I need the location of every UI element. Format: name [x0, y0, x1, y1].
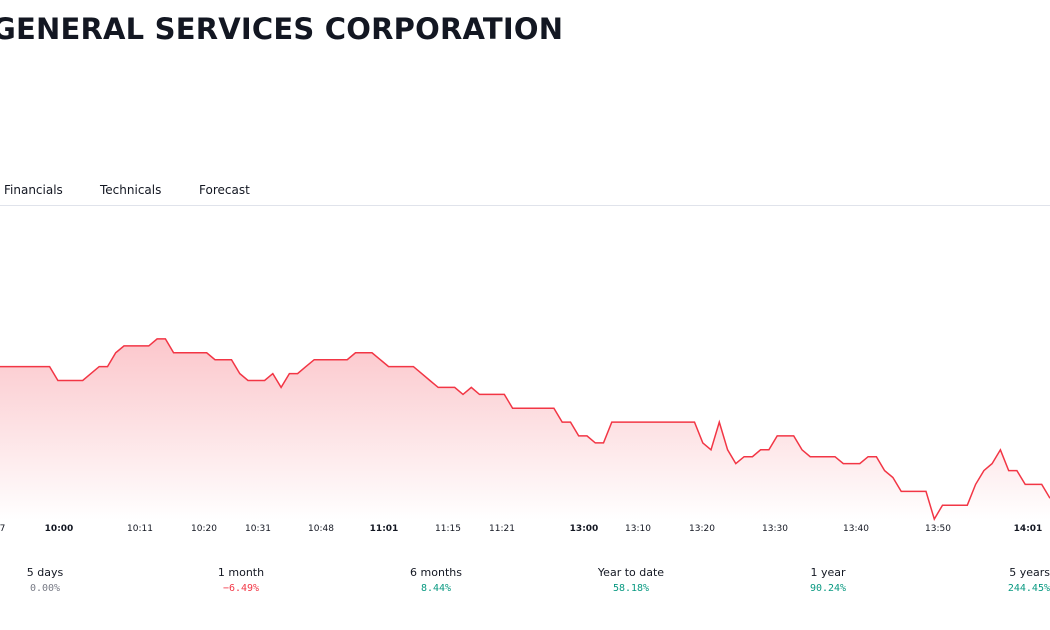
x-tick-label: 10:20 — [191, 524, 217, 534]
x-tick-label: …7 — [0, 524, 5, 534]
tab-financials[interactable]: Financials — [4, 183, 63, 197]
period-change: 58.18% — [612, 583, 650, 594]
x-tick-label: 11:21 — [489, 524, 515, 534]
period-label: Year to date — [597, 566, 665, 579]
x-tick-label: 11:15 — [435, 524, 461, 534]
x-tick-label: 13:20 — [689, 524, 715, 534]
x-tick-label: 10:11 — [127, 524, 153, 534]
period-5-days[interactable]: 5 days 0.00% — [0, 566, 105, 594]
price-line — [0, 338, 1050, 521]
x-tick-label: 10:31 — [245, 524, 271, 534]
x-tick-label: 13:30 — [762, 524, 788, 534]
x-tick-label: 14:01 — [1014, 524, 1043, 534]
period-label: 6 months — [410, 566, 462, 579]
performance-periods: 5 days 0.00% 1 month −6.49% 6 months 8.4… — [0, 566, 1050, 606]
x-tick-label: 10:00 — [45, 524, 74, 534]
period-change: 0.00% — [29, 583, 61, 594]
period-label: 1 year — [810, 566, 846, 579]
period-1-year[interactable]: 1 year 90.24% — [768, 566, 888, 594]
price-chart[interactable]: …7 10:00 10:11 10:20 10:31 10:48 11:01 11:15 11:… — [0, 206, 1050, 546]
x-tick-label: 10:48 — [308, 524, 334, 534]
x-tick-label: 13:10 — [625, 524, 651, 534]
period-6-months[interactable]: 6 months 8.44% — [376, 566, 496, 594]
period-label: 5 days — [26, 566, 64, 579]
x-tick-label: 13:00 — [570, 524, 599, 534]
tab-forecast[interactable]: Forecast — [199, 183, 250, 197]
period-label: 5 years — [1009, 566, 1050, 579]
period-change: 8.44% — [420, 583, 452, 594]
x-tick-label: 11:01 — [370, 524, 399, 534]
tab-bar: Financials Technicals Forecast — [0, 176, 1050, 206]
period-year-to-date[interactable]: Year to date 58.18% — [571, 566, 691, 594]
tab-technicals[interactable]: Technicals — [100, 183, 162, 197]
period-label: 1 month — [217, 566, 265, 579]
period-5-years[interactable]: 5 years 244.45% — [986, 566, 1050, 594]
x-tick-label: 13:40 — [843, 524, 869, 534]
price-area — [0, 338, 1050, 520]
period-change: −6.49% — [222, 583, 260, 594]
period-1-month[interactable]: 1 month −6.49% — [181, 566, 301, 594]
page-title: GENERAL SERVICES CORPORATION — [0, 12, 564, 46]
period-change: 244.45% — [1007, 583, 1050, 594]
period-change: 90.24% — [809, 583, 847, 594]
x-tick-label: 13:50 — [925, 524, 951, 534]
